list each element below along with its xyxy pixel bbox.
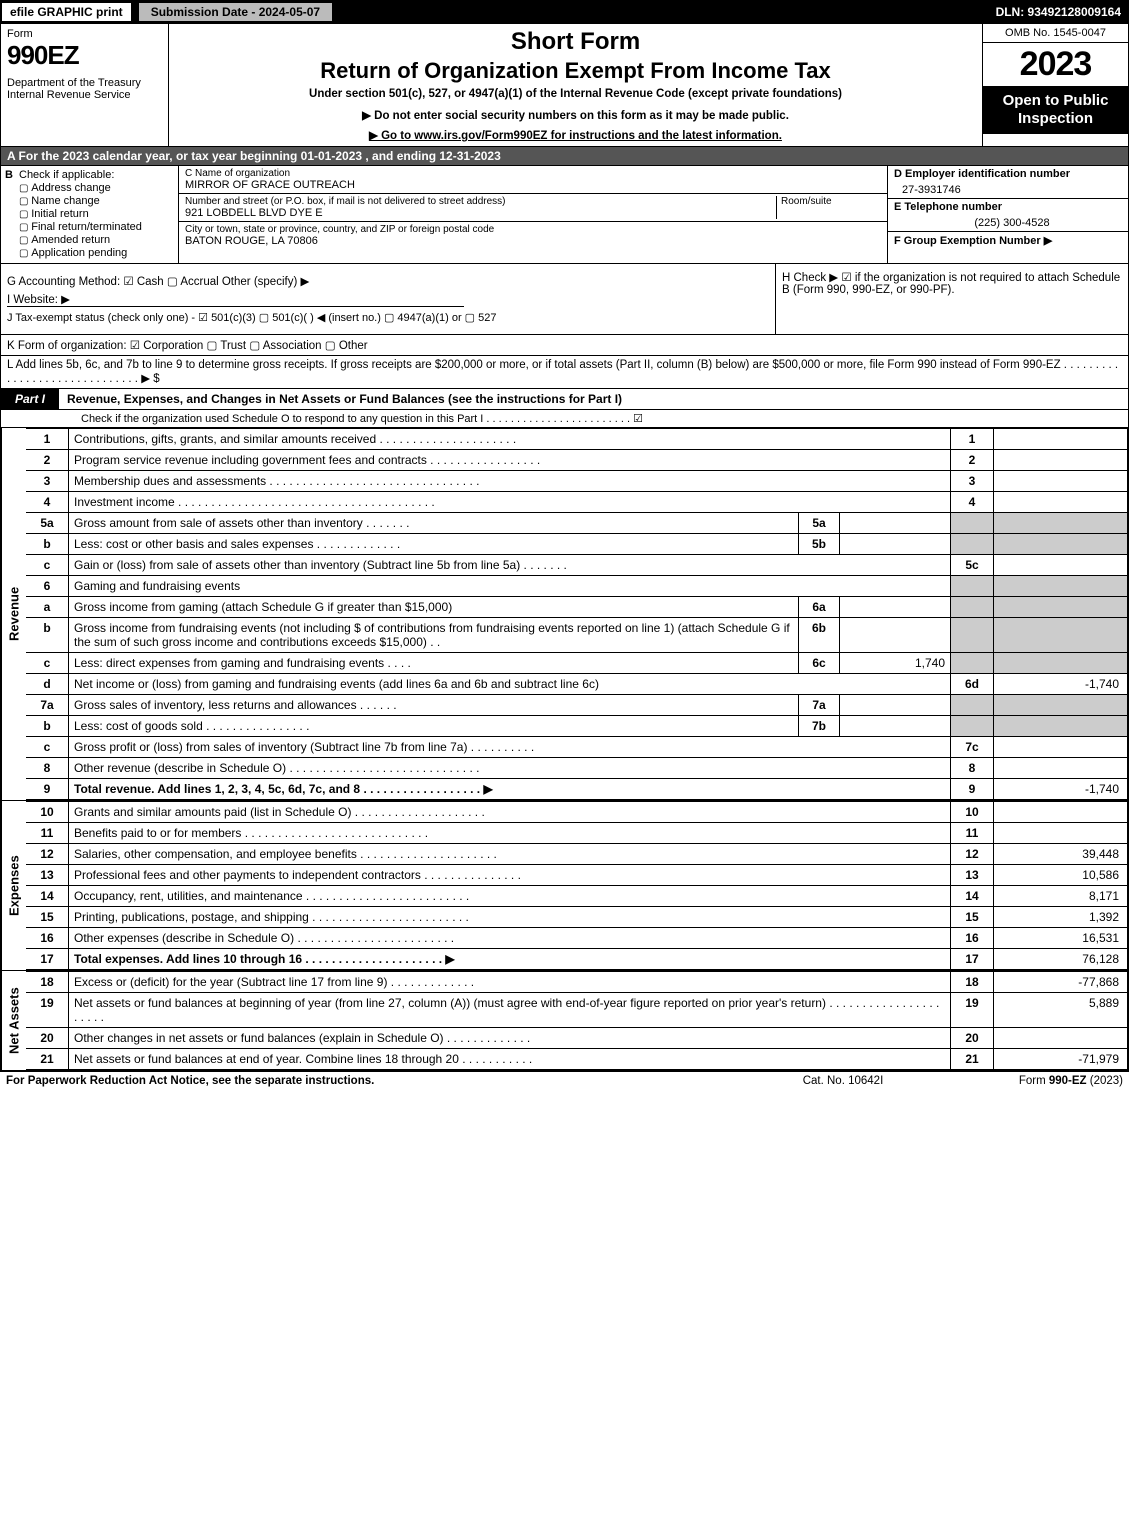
- line-6a: aGross income from gaming (attach Schedu…: [26, 597, 1128, 618]
- line-12: 12Salaries, other compensation, and empl…: [26, 844, 1128, 865]
- chk-application-pending[interactable]: Application pending: [19, 247, 174, 259]
- revenue-table: 1Contributions, gifts, grants, and simil…: [26, 428, 1128, 800]
- form-title: Return of Organization Exempt From Incom…: [173, 58, 978, 84]
- page-footer: For Paperwork Reduction Act Notice, see …: [0, 1071, 1129, 1090]
- header-center: Short Form Return of Organization Exempt…: [169, 24, 982, 146]
- line-15: 15Printing, publications, postage, and s…: [26, 907, 1128, 928]
- ein-value: 27-3931746: [888, 182, 1128, 199]
- line-14: 14Occupancy, rent, utilities, and mainte…: [26, 886, 1128, 907]
- part1-subtitle: Check if the organization used Schedule …: [1, 410, 1128, 428]
- line-17: 17Total expenses. Add lines 10 through 1…: [26, 949, 1128, 970]
- short-form-title: Short Form: [173, 28, 978, 56]
- chk-initial-return[interactable]: Initial return: [19, 208, 174, 220]
- org-name: MIRROR OF GRACE OUTREACH: [185, 179, 881, 191]
- line-h-schedule-b: H Check ▶ ☑ if the organization is not r…: [775, 264, 1128, 334]
- line-19: 19Net assets or fund balances at beginni…: [26, 993, 1128, 1028]
- line-5c: cGain or (loss) from sale of assets othe…: [26, 555, 1128, 576]
- open-public-badge: Open to Public Inspection: [983, 86, 1128, 134]
- line-4: 4Investment income . . . . . . . . . . .…: [26, 492, 1128, 513]
- dept-label: Department of the Treasury Internal Reve…: [7, 77, 162, 101]
- revenue-vlabel: Revenue: [1, 428, 26, 800]
- group-exemption-label: F Group Exemption Number ▶: [894, 235, 1052, 247]
- header-left: Form 990EZ Department of the Treasury In…: [1, 24, 169, 146]
- line-6d: dNet income or (loss) from gaming and fu…: [26, 674, 1128, 695]
- line-3: 3Membership dues and assessments . . . .…: [26, 471, 1128, 492]
- line-6b: bGross income from fundraising events (n…: [26, 618, 1128, 653]
- line-l-gross-receipts: L Add lines 5b, 6c, and 7b to line 9 to …: [1, 356, 1128, 389]
- line-11: 11Benefits paid to or for members . . . …: [26, 823, 1128, 844]
- line-k-org-form: K Form of organization: ☑ Corporation ▢ …: [1, 335, 1128, 356]
- submission-date: Submission Date - 2024-05-07: [137, 1, 334, 23]
- chk-name-change[interactable]: Name change: [19, 195, 174, 207]
- footer-catno: Cat. No. 10642I: [743, 1075, 943, 1087]
- org-name-label: C Name of organization: [185, 168, 881, 179]
- line-j-tax-status: J Tax-exempt status (check only one) - ☑…: [7, 311, 769, 324]
- part1-title: Revenue, Expenses, and Changes in Net As…: [59, 392, 1128, 406]
- part1-header: Part I Revenue, Expenses, and Changes in…: [1, 389, 1128, 410]
- line-8: 8Other revenue (describe in Schedule O) …: [26, 758, 1128, 779]
- line-2: 2Program service revenue including gover…: [26, 450, 1128, 471]
- top-bar: efile GRAPHIC print Submission Date - 20…: [0, 0, 1129, 24]
- line-9: 9Total revenue. Add lines 1, 2, 3, 4, 5c…: [26, 779, 1128, 800]
- form-subtitle: Under section 501(c), 527, or 4947(a)(1)…: [173, 88, 978, 100]
- info-section: B Check if applicable: Address change Na…: [1, 166, 1128, 263]
- phone-label: E Telephone number: [894, 201, 1002, 213]
- column-d-identifiers: D Employer identification number 27-3931…: [887, 166, 1128, 263]
- line-10: 10Grants and similar amounts paid (list …: [26, 802, 1128, 823]
- chk-address-change[interactable]: Address change: [19, 182, 174, 194]
- form-number: 990EZ: [7, 40, 79, 70]
- footer-formref: Form 990-EZ (2023): [943, 1075, 1123, 1087]
- line-7c: cGross profit or (loss) from sales of in…: [26, 737, 1128, 758]
- line-g-accounting: G Accounting Method: ☑ Cash ▢ Accrual Ot…: [7, 274, 769, 288]
- line-5b: bLess: cost or other basis and sales exp…: [26, 534, 1128, 555]
- footer-paperwork: For Paperwork Reduction Act Notice, see …: [6, 1075, 743, 1087]
- line-7b: bLess: cost of goods sold . . . . . . . …: [26, 716, 1128, 737]
- omb-number: OMB No. 1545-0047: [983, 24, 1128, 43]
- org-city: BATON ROUGE, LA 70806: [185, 235, 881, 247]
- gh-left: G Accounting Method: ☑ Cash ▢ Accrual Ot…: [1, 264, 775, 334]
- netassets-vlabel: Net Assets: [1, 971, 26, 1070]
- line-16: 16Other expenses (describe in Schedule O…: [26, 928, 1128, 949]
- line-18: 18Excess or (deficit) for the year (Subt…: [26, 972, 1128, 993]
- section-a: A For the 2023 calendar year, or tax yea…: [1, 147, 1128, 166]
- column-b-checkboxes: B Check if applicable: Address change Na…: [1, 166, 179, 263]
- dln-label: DLN: 93492128009164: [996, 5, 1129, 19]
- line-21: 21Net assets or fund balances at end of …: [26, 1049, 1128, 1070]
- form-link[interactable]: ▶ Go to www.irs.gov/Form990EZ for instru…: [173, 128, 978, 142]
- netassets-section: Net Assets 18Excess or (deficit) for the…: [1, 970, 1128, 1070]
- line-7a: 7aGross sales of inventory, less returns…: [26, 695, 1128, 716]
- revenue-section: Revenue 1Contributions, gifts, grants, a…: [1, 428, 1128, 800]
- section-gh: G Accounting Method: ☑ Cash ▢ Accrual Ot…: [1, 263, 1128, 335]
- netassets-table: 18Excess or (deficit) for the year (Subt…: [26, 971, 1128, 1070]
- line-6: 6Gaming and fundraising events: [26, 576, 1128, 597]
- efile-label: efile GRAPHIC print: [0, 1, 133, 23]
- column-c-org-info: C Name of organization MIRROR OF GRACE O…: [179, 166, 887, 263]
- ein-label: D Employer identification number: [894, 168, 1070, 180]
- line-20: 20Other changes in net assets or fund ba…: [26, 1028, 1128, 1049]
- header-right: OMB No. 1545-0047 2023 Open to Public In…: [982, 24, 1128, 146]
- expenses-section: Expenses 10Grants and similar amounts pa…: [1, 800, 1128, 970]
- city-label: City or town, state or province, country…: [185, 224, 881, 235]
- line-1: 1Contributions, gifts, grants, and simil…: [26, 429, 1128, 450]
- tax-year: 2023: [983, 43, 1128, 86]
- expenses-vlabel: Expenses: [1, 801, 26, 970]
- room-label: Room/suite: [781, 196, 881, 207]
- phone-value: (225) 300-4528: [888, 215, 1128, 232]
- chk-amended-return[interactable]: Amended return: [19, 234, 174, 246]
- form-label: Form: [7, 28, 33, 40]
- check-applicable-label: Check if applicable:: [19, 169, 174, 181]
- chk-final-return[interactable]: Final return/terminated: [19, 221, 174, 233]
- form-note: ▶ Do not enter social security numbers o…: [173, 108, 978, 122]
- expenses-table: 10Grants and similar amounts paid (list …: [26, 801, 1128, 970]
- line-6c: cLess: direct expenses from gaming and f…: [26, 653, 1128, 674]
- addr-label: Number and street (or P.O. box, if mail …: [185, 196, 776, 207]
- part1-tab: Part I: [1, 389, 59, 409]
- org-address: 921 LOBDELL BLVD DYE E: [185, 207, 776, 219]
- line-5a: 5aGross amount from sale of assets other…: [26, 513, 1128, 534]
- line-i-website: I Website: ▶: [7, 292, 464, 307]
- form-header: Form 990EZ Department of the Treasury In…: [1, 24, 1128, 147]
- line-13: 13Professional fees and other payments t…: [26, 865, 1128, 886]
